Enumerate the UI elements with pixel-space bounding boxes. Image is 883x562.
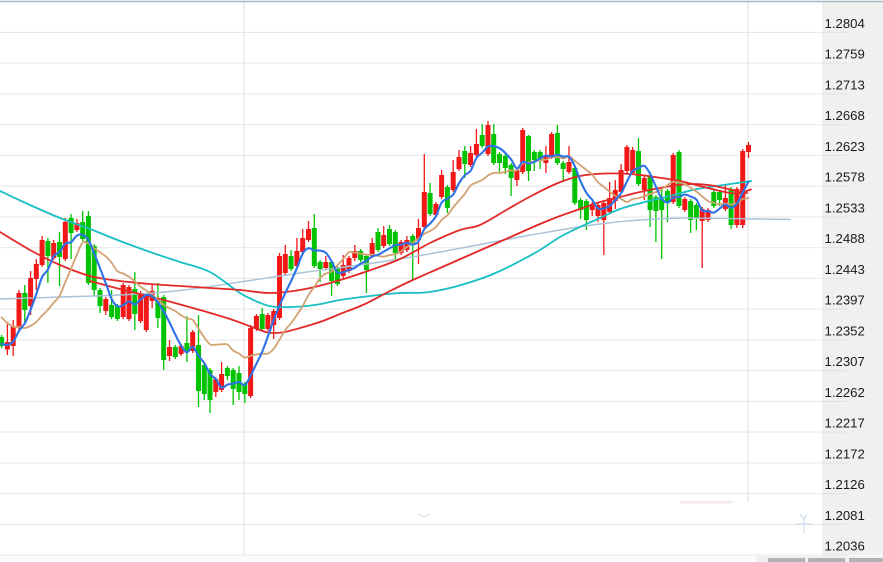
svg-text:1.2623: 1.2623 [825, 139, 865, 154]
svg-text:1.2262: 1.2262 [825, 385, 865, 400]
svg-text:1.2578: 1.2578 [825, 170, 865, 185]
svg-text:1.2352: 1.2352 [825, 323, 865, 338]
svg-text:1.2804: 1.2804 [825, 16, 865, 31]
svg-text:1.2668: 1.2668 [825, 108, 865, 123]
svg-text:1.2307: 1.2307 [825, 354, 865, 369]
svg-text:1.2759: 1.2759 [825, 47, 865, 62]
svg-text:1.2713: 1.2713 [825, 77, 865, 92]
svg-text:1.2081: 1.2081 [825, 508, 865, 523]
svg-text:1.2126: 1.2126 [825, 477, 865, 492]
svg-text:1.2217: 1.2217 [825, 416, 865, 431]
svg-text:1.2443: 1.2443 [825, 262, 865, 277]
svg-text:1.2533: 1.2533 [825, 200, 865, 215]
svg-text:1.2488: 1.2488 [825, 231, 865, 246]
svg-text:1.2172: 1.2172 [825, 446, 865, 461]
svg-text:1.2397: 1.2397 [825, 293, 865, 308]
svg-text:1.2036: 1.2036 [825, 539, 865, 554]
